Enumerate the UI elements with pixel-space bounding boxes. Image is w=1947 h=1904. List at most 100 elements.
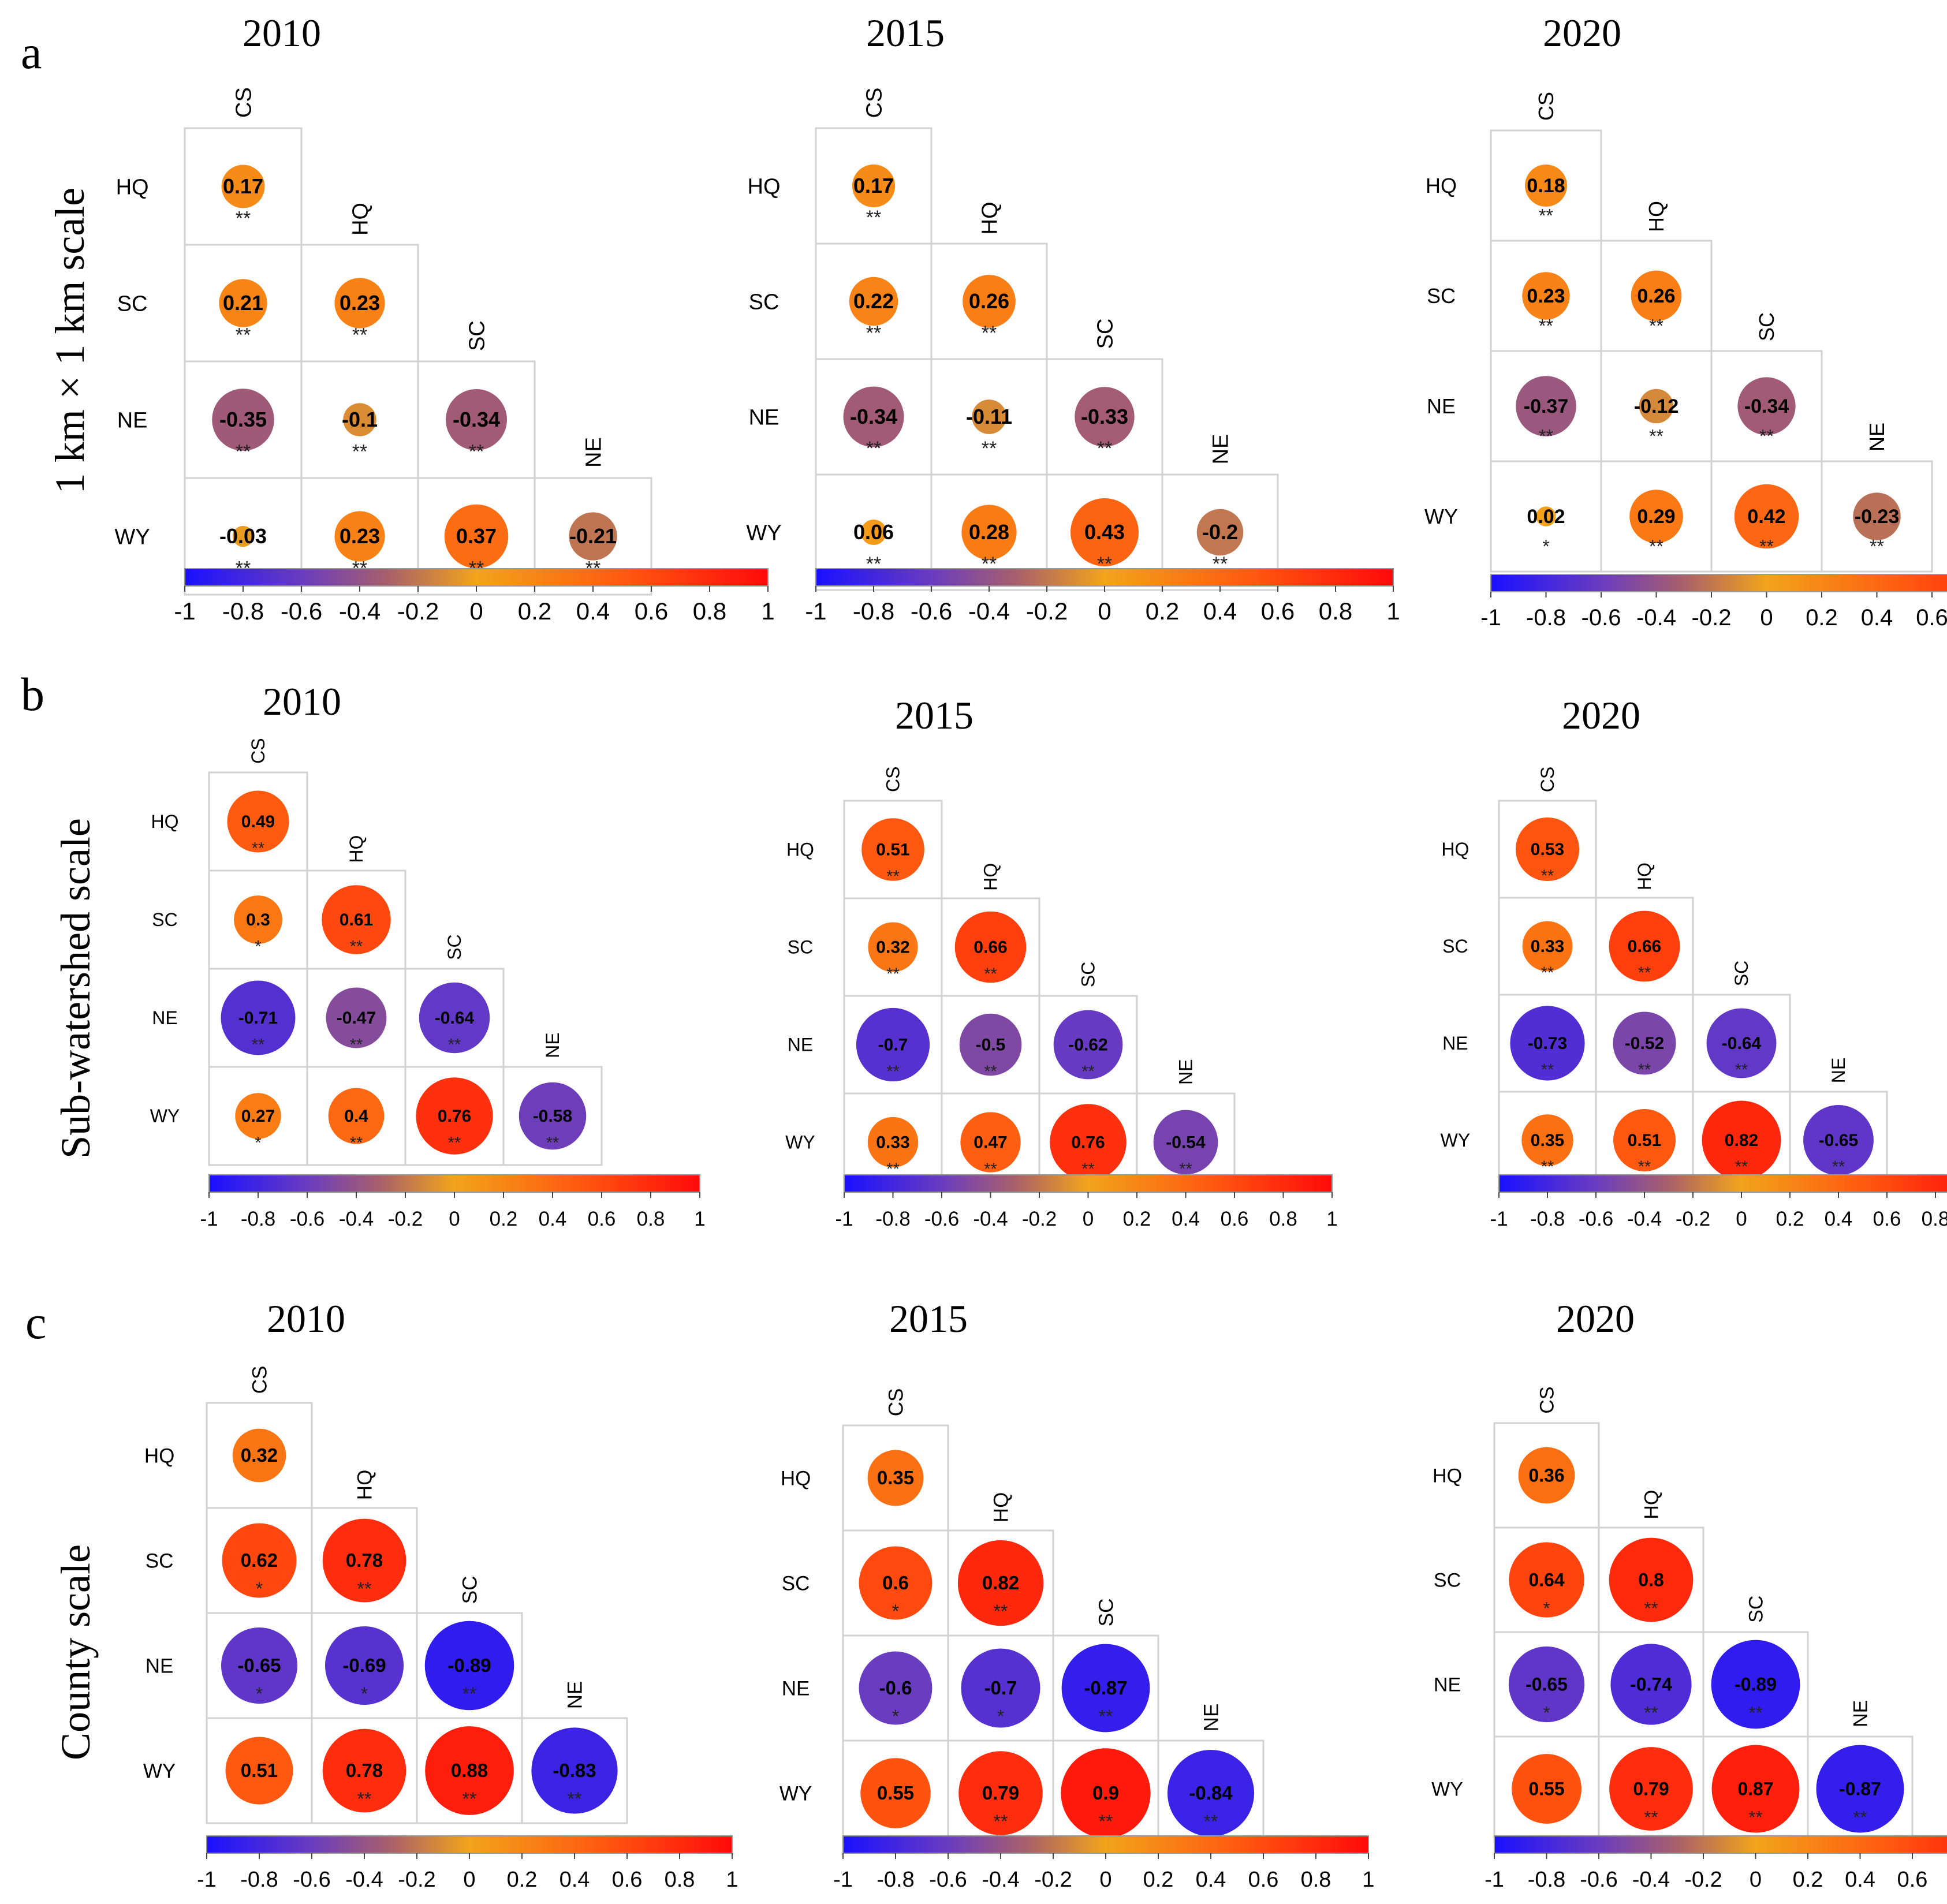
row-label-sc: SC [152, 909, 177, 930]
corr-value: 0.23 [340, 291, 380, 315]
significance-marker: ** [252, 839, 265, 858]
row-label-ne: NE [749, 405, 779, 430]
corr-value: 0.42 [1747, 506, 1785, 528]
column-label-sc: SC [465, 320, 489, 351]
significance-marker: ** [1735, 1158, 1748, 1176]
colorbar-tick-label: 0.8 [1319, 598, 1352, 625]
significance-marker: ** [1649, 536, 1663, 557]
corr-value: 0.06 [853, 520, 894, 544]
panel-a-2015: 2015 CS HQ SC NE HQ SC NE WY 0.17 ** 0.22 ** 0.26 ** -0… [746, 11, 1400, 625]
corr-circle-hq-cs [852, 164, 896, 208]
corr-value: -0.7 [984, 1677, 1017, 1698]
corr-circle-wy-sc [1711, 1745, 1800, 1833]
colorbar-tick-label: 0 [1098, 598, 1111, 625]
row-label-ne: NE [152, 1007, 177, 1028]
significance-marker: ** [1644, 1703, 1658, 1723]
significance-marker: ** [448, 1134, 461, 1152]
corr-circle-wy-hq [961, 505, 1017, 560]
corr-circle-wy-cs [867, 1117, 919, 1168]
corr-circle-wy-ne [569, 512, 617, 561]
colorbar-tick-label: -0.2 [1684, 1868, 1722, 1892]
corr-value: 0.87 [1737, 1778, 1773, 1799]
corr-value: 0.66 [973, 938, 1007, 957]
row-label-wy: WY [746, 521, 781, 545]
corr-value: -0.64 [1722, 1034, 1762, 1053]
colorbar-tick-label: 0.6 [612, 1868, 643, 1892]
colorbar-tick-label: 0.4 [1825, 1208, 1853, 1230]
significance-marker: * [255, 938, 261, 956]
colorbar-tick-label: -0.2 [398, 1868, 435, 1892]
column-label-ne: NE [1200, 1704, 1222, 1732]
significance-marker: ** [1204, 1811, 1218, 1832]
row-label-wy: WY [150, 1106, 180, 1126]
colorbar-tick-label: -0.4 [973, 1208, 1008, 1230]
colorbar-tick-label: 0.2 [1793, 1868, 1823, 1892]
corr-value: 0.55 [1528, 1778, 1564, 1799]
row-label-hq: HQ [1426, 174, 1457, 197]
significance-marker: ** [984, 1062, 997, 1081]
corr-circle-hq-cs [221, 165, 265, 208]
corr-value: -0.87 [1839, 1778, 1881, 1799]
row-label-ne: NE [1442, 1033, 1468, 1054]
corr-circle-sc-cs [1522, 272, 1570, 320]
corr-value: 0.47 [973, 1133, 1007, 1152]
significance-marker: ** [984, 965, 997, 983]
colorbar-tick-label: 0.8 [1269, 1208, 1297, 1230]
colorbar-tick-label: -0.4 [339, 1208, 374, 1230]
corr-circle-ne-hq [1639, 389, 1674, 424]
column-label-hq: HQ [980, 863, 1001, 891]
corr-circle-sc-cs [1522, 921, 1573, 972]
corr-circle-sc-cs [859, 1546, 933, 1620]
row-label-wy: WY [1431, 1778, 1463, 1800]
column-label-ne: NE [1828, 1058, 1849, 1083]
corr-value: -0.62 [1068, 1036, 1107, 1055]
colorbar [1490, 574, 1947, 592]
colorbar-tick-label: -0.8 [1526, 605, 1566, 630]
panel-b-2010: 2010CSHQSCNEHQSCNEWY0.49**0.3*0.61**-0.7… [150, 680, 706, 1230]
significance-marker: ** [1759, 426, 1774, 447]
corr-value: -0.12 [1634, 395, 1679, 417]
column-label-cs: CS [883, 767, 904, 792]
significance-marker: ** [886, 867, 900, 886]
row-label-wy: WY [1441, 1130, 1471, 1151]
colorbar-tick-label: 1 [761, 598, 774, 625]
panel-title: 2020 [1556, 1297, 1635, 1341]
corr-value: 0.76 [438, 1107, 471, 1126]
colorbar-tick-label: -1 [1480, 605, 1501, 630]
corr-value: 0.32 [241, 1444, 278, 1466]
colorbar-tick-label: 0.2 [1806, 605, 1838, 630]
colorbar-tick-label: 0.8 [637, 1208, 665, 1230]
row-label-wy: WY [114, 525, 150, 549]
column-label-hq: HQ [1640, 1490, 1662, 1520]
row-title-subwatershed: Sub-watershed scale [53, 818, 99, 1159]
colorbar-tick-label: -0.8 [1530, 1208, 1565, 1230]
row-label-hq: HQ [151, 811, 179, 832]
colorbar-tick-label: 0.2 [1123, 1208, 1151, 1230]
colorbar-tick-label: -0.8 [240, 1868, 278, 1892]
corr-circle-wy-cs [860, 1758, 931, 1828]
corr-circle-sc-hq [1609, 1537, 1694, 1622]
corr-circle-wy-ne [1153, 1110, 1218, 1175]
corr-circle-ne-sc [445, 389, 508, 451]
significance-marker: ** [1735, 1061, 1748, 1079]
significance-marker: ** [1644, 1807, 1658, 1827]
significance-marker: ** [1649, 316, 1663, 337]
corr-value: 0.21 [223, 291, 263, 315]
significance-marker: * [1543, 1598, 1550, 1618]
significance-marker: ** [1541, 964, 1554, 982]
colorbar [844, 1174, 1333, 1193]
row-label-sc: SC [749, 290, 779, 314]
column-label-cs: CS [1537, 767, 1558, 792]
row-label-ne: NE [146, 1655, 174, 1677]
corr-circle-wy-sc [425, 1726, 514, 1815]
corr-circle-wy-cs [1521, 1114, 1573, 1166]
row-label-wy: WY [1424, 505, 1458, 528]
significance-marker: * [892, 1601, 899, 1622]
significance-marker: ** [357, 1578, 372, 1599]
column-label-cs: CS [248, 1366, 271, 1394]
colorbar-tick-label: 0.6 [1221, 1208, 1249, 1230]
column-label-cs: CS [885, 1388, 907, 1417]
colorbar-tick-label: -0.8 [241, 1208, 275, 1230]
colorbar-tick-label: -0.8 [876, 1868, 914, 1892]
corr-value: 0.35 [1531, 1131, 1564, 1150]
